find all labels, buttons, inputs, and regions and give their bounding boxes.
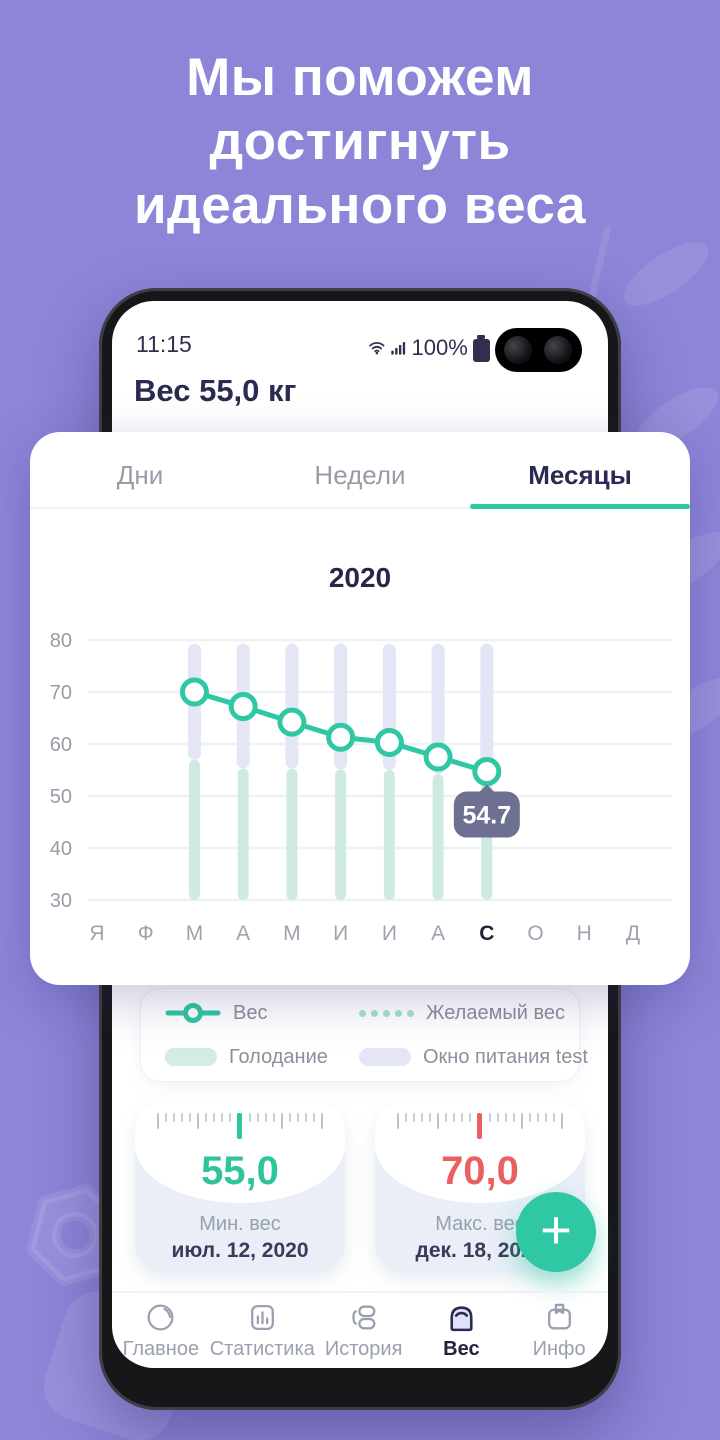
status-time: 11:15 bbox=[136, 331, 192, 357]
dotted-line-glyph bbox=[359, 1009, 414, 1017]
lavender-pill-glyph bbox=[359, 1048, 411, 1066]
svg-text:С: С bbox=[479, 922, 494, 945]
bar-chart-icon bbox=[250, 1305, 274, 1330]
min-weight-date: июл. 12, 2020 bbox=[171, 1239, 309, 1262]
nav-label: Инфо bbox=[532, 1338, 586, 1360]
nav-item-info[interactable]: Инфо bbox=[510, 1293, 608, 1368]
svg-text:70: 70 bbox=[50, 682, 72, 704]
ruler-ticks bbox=[397, 1113, 563, 1141]
status-icons: 100% bbox=[368, 334, 490, 362]
svg-text:Н: Н bbox=[577, 922, 592, 945]
nav-label: История bbox=[324, 1338, 403, 1360]
tab-weeks[interactable]: Недели bbox=[314, 459, 406, 490]
svg-text:И: И bbox=[333, 922, 348, 945]
max-weight-date: дек. 18, 2020 bbox=[415, 1239, 545, 1262]
tab-days[interactable]: Дни bbox=[116, 459, 164, 490]
history-icon bbox=[352, 1305, 376, 1330]
nav-label: Вес bbox=[443, 1338, 480, 1360]
svg-text:М: М bbox=[283, 922, 301, 945]
legend-label: Голодание bbox=[229, 1045, 328, 1068]
chart-year-title: 2020 bbox=[328, 562, 392, 593]
hero-title-line: идеального веса bbox=[133, 176, 587, 235]
min-weight-label: Мин. вес bbox=[199, 1213, 281, 1235]
nav-label: Статистика bbox=[209, 1338, 315, 1360]
signal-icon bbox=[391, 342, 405, 355]
tab-months[interactable]: Месяцы bbox=[528, 459, 632, 490]
legend-item-goal-weight: Желаемый вес bbox=[359, 1001, 565, 1025]
svg-text:А: А bbox=[236, 922, 250, 945]
max-weight-value: 70,0 bbox=[441, 1149, 519, 1193]
info-box-icon bbox=[547, 1303, 571, 1330]
period-tabs: Дни Недели Месяцы bbox=[30, 448, 690, 502]
svg-text:М: М bbox=[186, 922, 204, 945]
plus-icon: + bbox=[540, 1200, 572, 1260]
svg-text:40: 40 bbox=[50, 838, 72, 860]
legend-card: Вес Желаемый вес Голодание Окно питания … bbox=[140, 988, 588, 1082]
svg-text:54.7: 54.7 bbox=[462, 802, 511, 830]
camera-cutout bbox=[495, 328, 582, 372]
svg-text:А: А bbox=[431, 922, 445, 945]
line-marker-glyph bbox=[165, 1003, 221, 1023]
hero-title-line: достигнуть bbox=[209, 112, 511, 171]
nav-item-history[interactable]: История bbox=[315, 1293, 413, 1368]
add-weight-button[interactable]: + bbox=[516, 1192, 596, 1272]
svg-text:60: 60 bbox=[50, 734, 72, 756]
legend-label: Окно питания test bbox=[423, 1045, 588, 1068]
max-weight-label: Макс. вес bbox=[435, 1213, 525, 1235]
page-title: Вес 55,0 кг bbox=[134, 373, 297, 408]
legend-item-fasting: Голодание bbox=[165, 1045, 328, 1069]
chart-card: Дни Недели Месяцы 2020 80 70 60 50 40 30 Я Ф М А М… bbox=[30, 432, 690, 985]
wifi-icon bbox=[369, 342, 385, 355]
min-weight-card: 55,0 Мин. вес июл. 12, 2020 bbox=[135, 1103, 345, 1271]
battery-percent: 100% bbox=[411, 335, 468, 360]
nav-item-weight[interactable]: Вес bbox=[413, 1293, 511, 1368]
legend-label: Вес bbox=[233, 1001, 268, 1024]
hero-title-line: Мы поможем bbox=[186, 48, 534, 107]
nav-item-statistics[interactable]: Статистика bbox=[210, 1293, 315, 1368]
hero-title: Мы поможем достигнуть идеального веса bbox=[0, 46, 720, 238]
svg-text:Ф: Ф bbox=[138, 922, 154, 945]
legend-item-eating-window: Окно питания test bbox=[359, 1045, 588, 1069]
nav-label: Главное bbox=[122, 1338, 200, 1360]
camera-lens bbox=[544, 336, 572, 364]
battery-icon bbox=[472, 334, 490, 362]
svg-text:О: О bbox=[527, 922, 543, 945]
teal-pill-glyph bbox=[165, 1048, 217, 1066]
svg-text:30: 30 bbox=[50, 890, 72, 912]
bottom-nav: Главное Статистика История bbox=[112, 1291, 608, 1368]
weight-chart[interactable]: 80 70 60 50 40 30 Я Ф М А М И И А С О Н Д 54.7 bbox=[30, 610, 690, 960]
svg-text:И: И bbox=[382, 922, 397, 945]
tab-divider bbox=[30, 507, 690, 509]
scale-icon bbox=[450, 1306, 473, 1332]
svg-text:Я: Я bbox=[89, 922, 104, 945]
camera-lens bbox=[504, 336, 532, 364]
ruler-ticks bbox=[157, 1113, 323, 1141]
active-tab-underline bbox=[470, 504, 690, 509]
nav-item-home[interactable]: Главное bbox=[112, 1293, 210, 1368]
gauge-icon bbox=[147, 1304, 174, 1331]
svg-text:80: 80 bbox=[50, 630, 72, 652]
legend-label: Желаемый вес bbox=[426, 1001, 565, 1024]
svg-text:Д: Д bbox=[626, 922, 640, 945]
legend-item-weight: Вес bbox=[165, 1001, 267, 1025]
min-weight-value: 55,0 bbox=[201, 1149, 279, 1193]
svg-text:50: 50 bbox=[50, 786, 72, 808]
